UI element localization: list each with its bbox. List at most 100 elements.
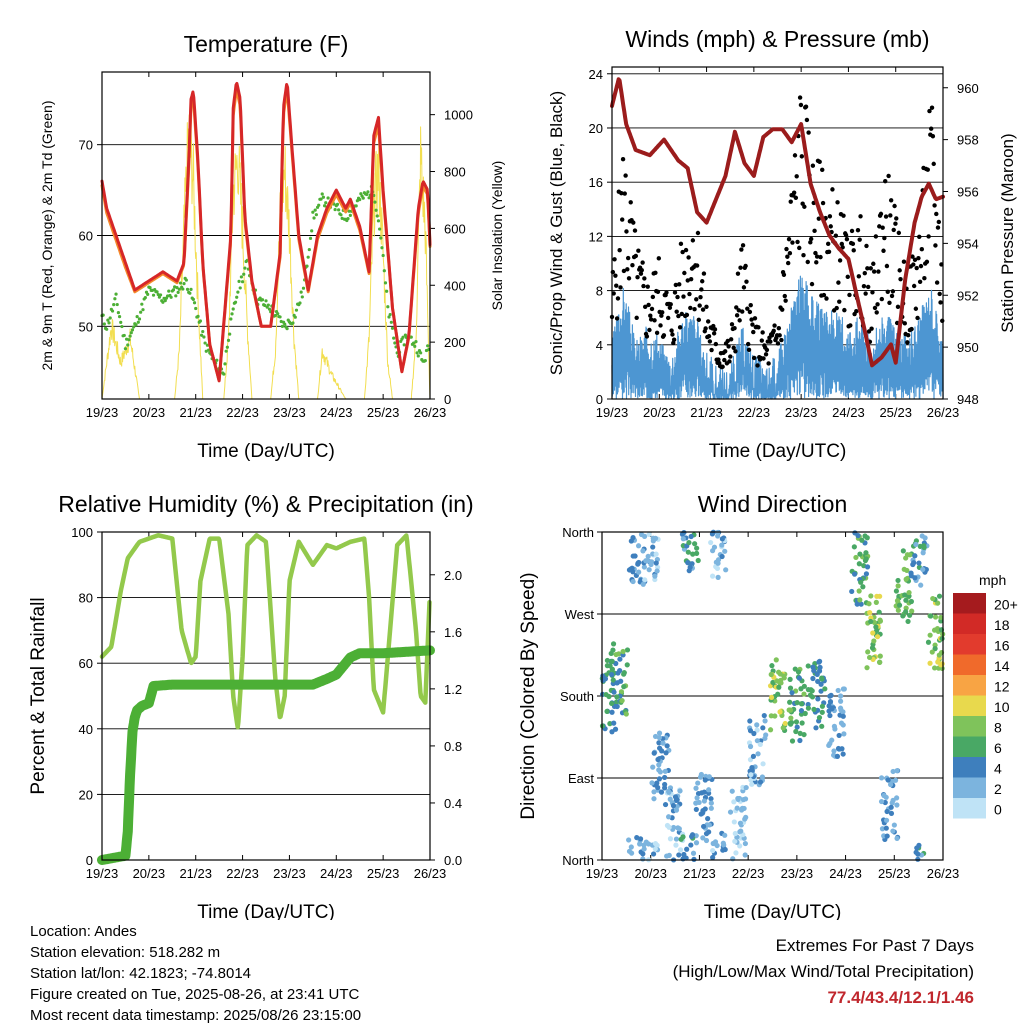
- gust-point: [694, 263, 700, 268]
- gust-point: [697, 303, 702, 308]
- direction-point: [793, 719, 800, 725]
- direction-point: [862, 533, 868, 539]
- direction-point: [883, 817, 890, 823]
- direction-point: [895, 607, 901, 613]
- dewpoint-point: [177, 287, 181, 291]
- dewpoint-point: [113, 297, 117, 301]
- gust-point: [820, 200, 826, 206]
- direction-point: [701, 789, 707, 795]
- direction-point: [706, 787, 712, 793]
- dewpoint-point: [348, 213, 352, 217]
- x-tick-label: 26/23: [414, 866, 447, 881]
- x-tick-label: 24/23: [320, 405, 353, 420]
- x-axis-label: Time (Day/UTC): [704, 902, 842, 920]
- direction-point: [635, 561, 641, 567]
- gust-point: [888, 213, 893, 218]
- direction-point: [831, 748, 837, 754]
- direction-point: [874, 634, 881, 640]
- gust-point: [636, 248, 641, 253]
- dewpoint-point: [294, 308, 299, 312]
- dewpoint-point: [201, 329, 205, 334]
- direction-point: [741, 805, 747, 812]
- x-tick-label: 21/23: [683, 866, 716, 881]
- figure: Temperature (F) 19/23 20/23 21/23 22/23 23/23…: [28, 26, 1018, 920]
- direction-point: [646, 567, 652, 573]
- direction-point: [881, 792, 887, 799]
- gust-point: [905, 332, 911, 338]
- direction-point: [747, 728, 754, 734]
- gust-point: [727, 359, 732, 364]
- direction-point: [920, 550, 926, 556]
- y-axis-label: Sonic/Prop Wind & Gust (Blue, Black): [547, 91, 566, 375]
- direction-point: [709, 531, 716, 537]
- gust-point: [850, 241, 856, 247]
- direction-point: [719, 536, 725, 542]
- direction-point: [888, 810, 895, 817]
- gust-point: [930, 134, 936, 139]
- direction-point: [805, 705, 812, 711]
- gust-point: [647, 327, 652, 333]
- y2-tick-label: 0: [444, 392, 451, 407]
- station-info: Location: Andes Station elevation: 518.2…: [30, 921, 361, 1026]
- direction-point: [742, 852, 748, 858]
- gust-point: [895, 304, 901, 310]
- direction-point: [626, 848, 633, 854]
- direction-point: [677, 847, 684, 853]
- direction-point: [650, 764, 656, 770]
- dewpoint-point: [401, 335, 405, 339]
- legend-swatch: [953, 654, 986, 675]
- dewpoint-point: [191, 297, 195, 302]
- direction-point: [653, 560, 659, 566]
- x-tick-label: 20/23: [634, 866, 667, 881]
- gust-point: [909, 326, 914, 332]
- dewpoint-point: [412, 341, 416, 345]
- chart-title: Wind Direction: [698, 491, 848, 517]
- gust-point: [786, 236, 792, 242]
- direction-point: [927, 632, 933, 638]
- direction-point: [909, 608, 915, 614]
- gust-point: [642, 276, 647, 281]
- dewpoint-point: [143, 295, 147, 300]
- dewpoint-point: [174, 294, 178, 298]
- direction-point: [918, 582, 924, 588]
- x-tick-label: 22/23: [732, 866, 765, 881]
- y2-tick-label: 0.8: [444, 739, 462, 754]
- direction-point: [614, 703, 620, 710]
- direction-point: [701, 823, 707, 830]
- gust-point: [936, 219, 942, 225]
- gust-point: [804, 117, 810, 123]
- gust-point: [780, 307, 785, 312]
- gust-point: [688, 305, 693, 311]
- x-tick-label: 21/23: [179, 866, 212, 881]
- direction-point: [722, 832, 728, 838]
- direction-point: [787, 720, 793, 726]
- direction-point: [640, 856, 646, 862]
- direction-point: [813, 725, 819, 731]
- gust-point: [696, 317, 702, 323]
- dewpoint-point: [161, 300, 165, 304]
- gust-point: [619, 191, 624, 196]
- dewpoint-point: [119, 320, 123, 324]
- dewpoint-point: [175, 286, 179, 290]
- dewpoint-point: [126, 343, 130, 347]
- direction-point: [893, 588, 900, 594]
- gust-point: [751, 355, 757, 361]
- dewpoint-point: [322, 204, 327, 208]
- dewpoint-point: [233, 300, 238, 304]
- gust-point: [925, 167, 930, 172]
- direction-point: [818, 688, 824, 694]
- x-tick-label: 26/23: [414, 405, 447, 420]
- dewpoint-point: [389, 320, 393, 324]
- direction-point: [868, 618, 874, 625]
- direction-point: [604, 657, 611, 664]
- direction-point: [654, 568, 660, 574]
- legend-title: mph: [979, 572, 1006, 588]
- dewpoint-point: [307, 247, 311, 252]
- y2-tick-label: 960: [957, 81, 979, 96]
- x-tick-label: 22/23: [738, 405, 771, 420]
- gust-point: [808, 240, 813, 245]
- direction-point: [809, 688, 815, 694]
- direction-point: [810, 675, 816, 682]
- dewpoint-point: [106, 318, 110, 322]
- x-tick-label: 25/23: [879, 405, 912, 420]
